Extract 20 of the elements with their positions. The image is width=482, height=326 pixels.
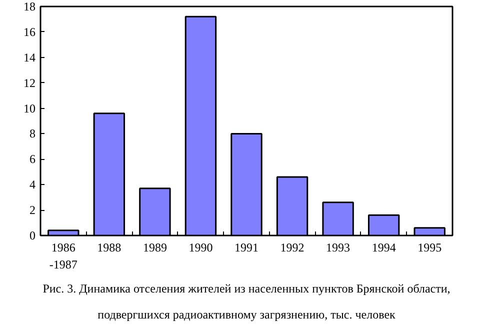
y-tick-label: 16 [24, 24, 36, 39]
x-tick-label: 1990 [188, 240, 213, 254]
x-tick-label: 1991 [234, 240, 258, 254]
y-tick-label: 2 [30, 203, 36, 218]
x-tick-label: 1995 [418, 240, 442, 254]
y-tick-label: 10 [24, 101, 36, 116]
x-tick-label: 1988 [97, 240, 122, 254]
y-tick-label: 12 [24, 76, 36, 90]
y-tick-label: 4 [30, 178, 36, 192]
y-tick-label: 6 [30, 152, 36, 166]
y-tick-label: 0 [30, 228, 36, 242]
y-tick-label: 18 [24, 0, 36, 14]
x-tick-label: 1994 [372, 240, 396, 254]
x-tick-label: 1992 [280, 240, 304, 254]
x-tick-label: 1986 -1987 [49, 240, 78, 272]
y-tick-label: 8 [30, 126, 36, 141]
text: Рис. 3. Динамика отселения жителей из населенных пунктов Брянской области, подвергшихся радиоактивному загрязнению, тыс. человек [42, 282, 450, 322]
x-tick-label: 1989 [142, 240, 167, 254]
y-tick-label: 14 [24, 50, 36, 64]
x-tick-label: 1993 [326, 240, 350, 254]
